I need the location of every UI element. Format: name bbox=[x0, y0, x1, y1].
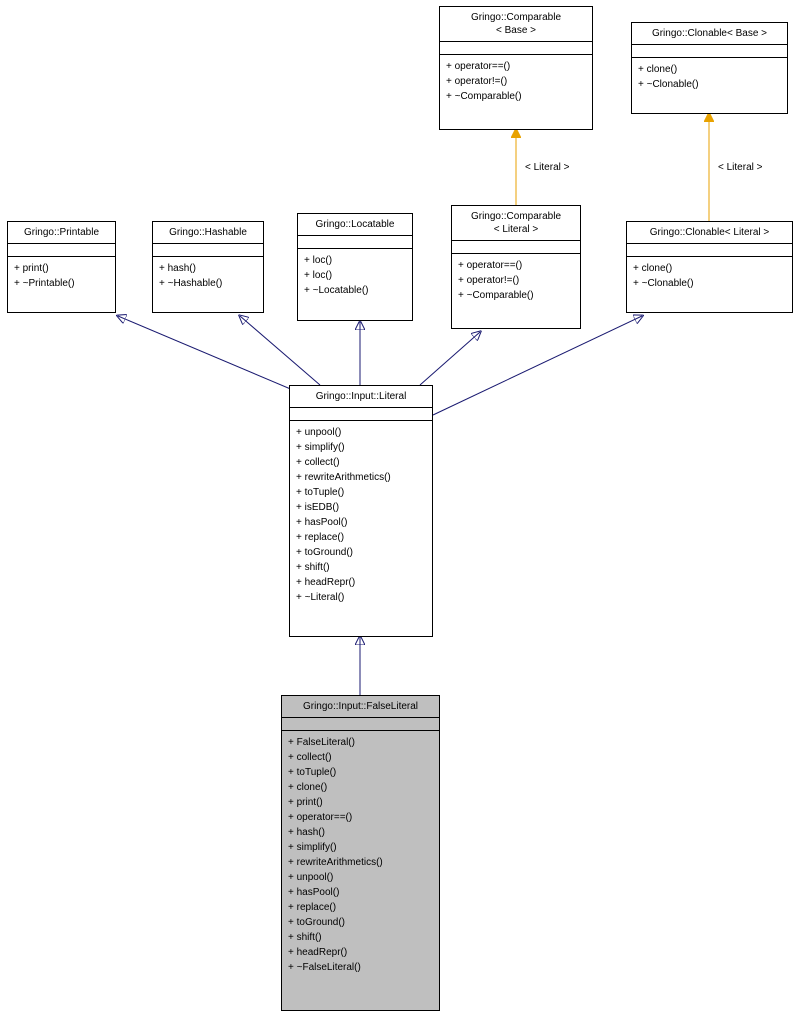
class-title: Gringo::Printable bbox=[8, 222, 115, 244]
class-attributes-empty bbox=[632, 45, 787, 58]
class-title: Gringo::Clonable< Literal > bbox=[627, 222, 792, 244]
class-hashable[interactable]: Gringo::Hashable+ hash() + ~Hashable() bbox=[152, 221, 264, 313]
class-title: Gringo::Comparable< Literal > bbox=[452, 206, 580, 241]
class-methods: + FalseLiteral() + collect() + toTuple()… bbox=[282, 731, 439, 979]
class-methods: + print() + ~Printable() bbox=[8, 257, 115, 295]
inheritance-edge bbox=[433, 316, 642, 415]
diagram-canvas: Gringo::Comparable< Base >+ operator==()… bbox=[0, 0, 799, 1019]
class-attributes-empty bbox=[8, 244, 115, 257]
class-methods: + operator==() + operator!=() + ~Compara… bbox=[440, 55, 592, 108]
class-comparable_literal[interactable]: Gringo::Comparable< Literal >+ operator=… bbox=[451, 205, 581, 329]
class-title: Gringo::Locatable bbox=[298, 214, 412, 236]
inheritance-edge bbox=[118, 316, 300, 393]
class-methods: + operator==() + operator!=() + ~Compara… bbox=[452, 254, 580, 307]
class-attributes-empty bbox=[153, 244, 263, 257]
class-methods: + loc() + loc() + ~Locatable() bbox=[298, 249, 412, 302]
class-title: Gringo::Clonable< Base > bbox=[632, 23, 787, 45]
class-title: Gringo::Comparable< Base > bbox=[440, 7, 592, 42]
class-attributes-empty bbox=[440, 42, 592, 55]
class-attributes-empty bbox=[627, 244, 792, 257]
class-clonable_literal[interactable]: Gringo::Clonable< Literal >+ clone() + ~… bbox=[626, 221, 793, 313]
class-false_literal[interactable]: Gringo::Input::FalseLiteral+ FalseLitera… bbox=[281, 695, 440, 1011]
class-methods: + hash() + ~Hashable() bbox=[153, 257, 263, 295]
class-title: Gringo::Input::Literal bbox=[290, 386, 432, 408]
class-literal[interactable]: Gringo::Input::Literal+ unpool() + simpl… bbox=[289, 385, 433, 637]
inheritance-edge bbox=[240, 316, 320, 385]
class-printable[interactable]: Gringo::Printable+ print() + ~Printable(… bbox=[7, 221, 116, 313]
edge-label: < Literal > bbox=[525, 162, 569, 173]
class-attributes-empty bbox=[290, 408, 432, 421]
class-attributes-empty bbox=[298, 236, 412, 249]
class-locatable[interactable]: Gringo::Locatable+ loc() + loc() + ~Loca… bbox=[297, 213, 413, 321]
class-methods: + clone() + ~Clonable() bbox=[632, 58, 787, 96]
class-title: Gringo::Input::FalseLiteral bbox=[282, 696, 439, 718]
edge-label: < Literal > bbox=[718, 162, 762, 173]
inheritance-edge bbox=[420, 332, 480, 385]
class-clonable_base[interactable]: Gringo::Clonable< Base >+ clone() + ~Clo… bbox=[631, 22, 788, 114]
class-methods: + unpool() + simplify() + collect() + re… bbox=[290, 421, 432, 609]
class-title: Gringo::Hashable bbox=[153, 222, 263, 244]
class-comparable_base[interactable]: Gringo::Comparable< Base >+ operator==()… bbox=[439, 6, 593, 130]
class-methods: + clone() + ~Clonable() bbox=[627, 257, 792, 295]
class-attributes-empty bbox=[452, 241, 580, 254]
class-attributes-empty bbox=[282, 718, 439, 731]
